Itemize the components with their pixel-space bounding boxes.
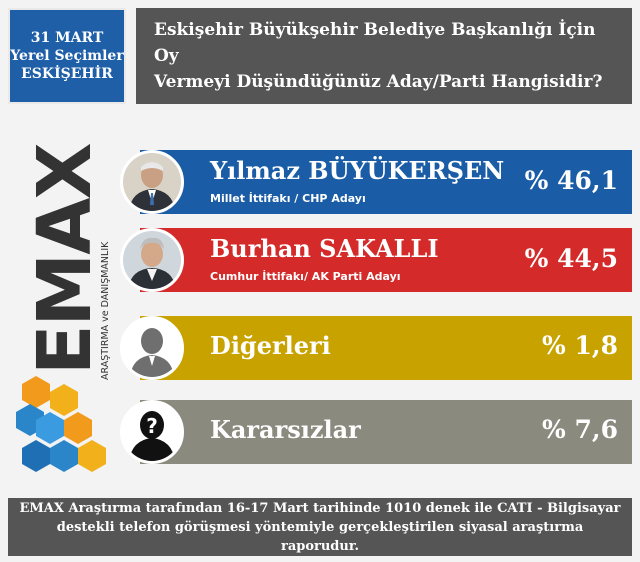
person-photo-icon — [120, 228, 184, 292]
percent-label-1: % 46,1 — [524, 166, 618, 195]
bar-2 — [140, 228, 632, 292]
question-line-2: Vermeyi Düşündüğünüz Aday/Parti Hangisid… — [154, 72, 603, 92]
candidate-name-4: Kararsızlar — [210, 415, 361, 444]
candidate-row-1: Yılmaz BÜYÜKERŞEN Millet İttifakı / CHP … — [120, 150, 632, 214]
methodology-line-2: destekli telefon görüşmesi yöntemiyle ge… — [56, 519, 584, 554]
candidate-name-1: Yılmaz BÜYÜKERŞEN — [210, 156, 505, 185]
emax-brand-text: EMAX — [22, 144, 108, 375]
emax-tagline-text: ARAŞTIRMA ve DANIŞMANLIK — [100, 241, 111, 380]
date-box: 31 MART Yerel Seçimler ESKİŞEHİR — [8, 8, 126, 104]
methodology-line-1: EMAX Araştırma tarafından 16-17 Mart tar… — [19, 500, 621, 516]
emax-wordmark: EMAX ARAŞTIRMA ve DANIŞMANLIK — [22, 144, 111, 380]
candidate-party-2: Cumhur İttifakı/ AK Parti Adayı — [210, 270, 401, 283]
question-line-1: Eskişehir Büyükşehir Belediye Başkanlığı… — [154, 20, 596, 66]
candidate-row-3: Diğerleri % 1,8 — [120, 316, 632, 380]
percent-label-4: % 7,6 — [542, 415, 618, 444]
methodology-note: EMAX Araştırma tarafından 16-17 Mart tar… — [8, 498, 632, 556]
percent-label-3: % 1,8 — [542, 331, 618, 360]
bar-3 — [140, 316, 632, 380]
person-silhouette-icon — [120, 316, 184, 380]
candidate-party-1: Millet İttifakı / CHP Adayı — [210, 192, 366, 205]
emax-logo: EMAX ARAŞTIRMA ve DANIŞMANLIK — [16, 144, 111, 472]
question-box: Eskişehir Büyükşehir Belediye Başkanlığı… — [136, 8, 632, 104]
city-label: ESKİŞEHİR — [21, 66, 113, 82]
bar-4 — [140, 400, 632, 464]
question-person-icon: ? — [120, 400, 184, 464]
candidate-row-4: ? Kararsızlar % 7,6 — [120, 400, 632, 464]
candidate-row-2: Burhan SAKALLI Cumhur İttifakı/ AK Parti… — [120, 228, 632, 292]
svg-text:?: ? — [146, 414, 158, 438]
percent-label-2: % 44,5 — [524, 244, 618, 273]
candidate-name-2: Burhan SAKALLI — [210, 234, 439, 263]
bar-1 — [140, 150, 632, 214]
person-photo-icon — [120, 150, 184, 214]
candidate-name-3: Diğerleri — [210, 331, 331, 360]
date-label: 31 MART — [30, 30, 104, 46]
election-label: Yerel Seçimler — [10, 48, 124, 64]
honeycomb-icon — [16, 376, 106, 472]
